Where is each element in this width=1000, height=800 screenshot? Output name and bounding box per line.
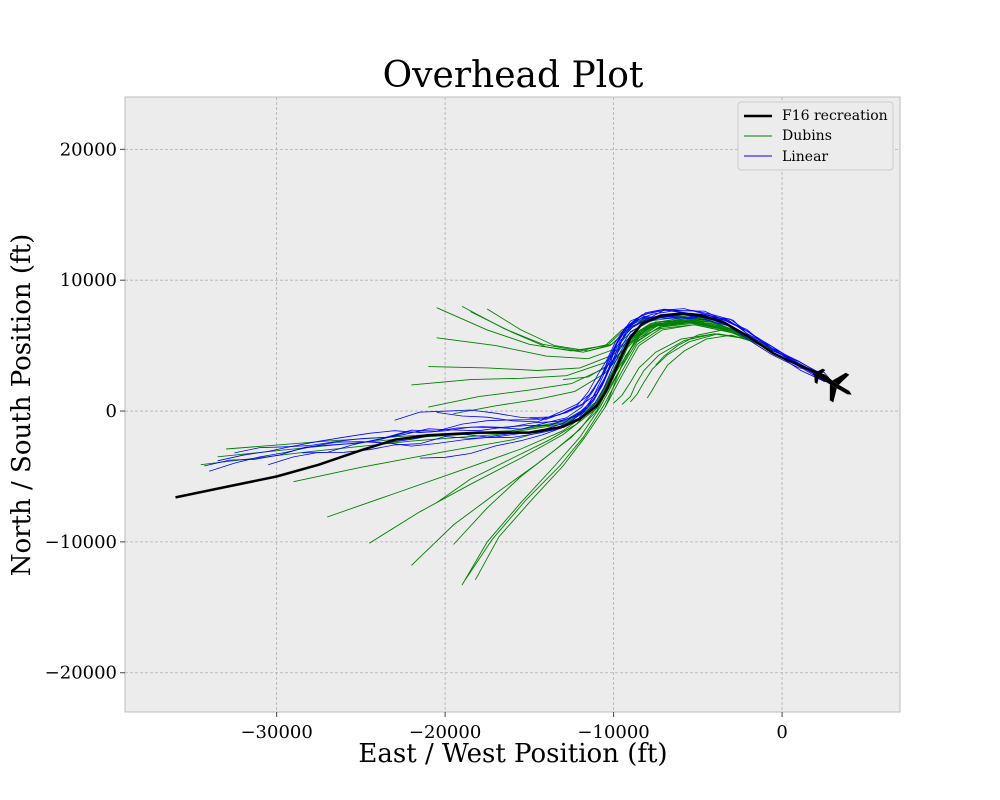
- f16-recreation-line: [175, 312, 834, 499]
- x-tick-label: 0: [776, 722, 787, 743]
- chart-title: Overhead Plot: [383, 55, 644, 96]
- jet-icon: [812, 368, 852, 403]
- linear-trajectory: [419, 315, 833, 459]
- x-tick-label: −10000: [577, 722, 649, 743]
- jet-tail-left: [816, 368, 826, 375]
- linear-trajectory: [268, 314, 833, 466]
- jet-wing-right: [829, 384, 837, 403]
- x-axis-label: East / West Position (ft): [358, 739, 667, 769]
- y-tick-label: 20000: [60, 139, 117, 160]
- y-tick-label: −10000: [45, 532, 117, 553]
- x-tick-label: −30000: [240, 722, 312, 743]
- y-tick-label: −20000: [45, 663, 117, 684]
- y-axis-label: North / South Position (ft): [7, 234, 37, 577]
- y-tick-label: 10000: [60, 270, 117, 291]
- y-tick-label: 0: [106, 401, 117, 422]
- x-tick-label: −20000: [409, 722, 481, 743]
- linear-trajectory: [234, 309, 833, 454]
- plot-area: [125, 97, 900, 712]
- axis-ticks: −30000 −20000 −10000 0 −20000 −10000 0 10000 200…: [45, 139, 788, 743]
- legend: F16 recreation Dubins Linear: [737, 101, 894, 171]
- dubins-trajectory: [562, 318, 833, 383]
- linear-trajectory: [204, 308, 833, 467]
- jet-wing-left: [831, 372, 850, 385]
- jet-fuselage: [812, 370, 852, 395]
- legend-label-dubins: Dubins: [782, 128, 832, 144]
- linear-trajectory: [301, 308, 833, 454]
- legend-box: [737, 101, 894, 171]
- jet-tail-right: [814, 375, 819, 384]
- legend-label-f16: F16 recreation: [782, 108, 888, 124]
- linear-trajectory: [529, 313, 833, 418]
- plot-frame: [124, 96, 901, 713]
- f16-series: [175, 312, 834, 499]
- legend-label-linear: Linear: [782, 149, 828, 165]
